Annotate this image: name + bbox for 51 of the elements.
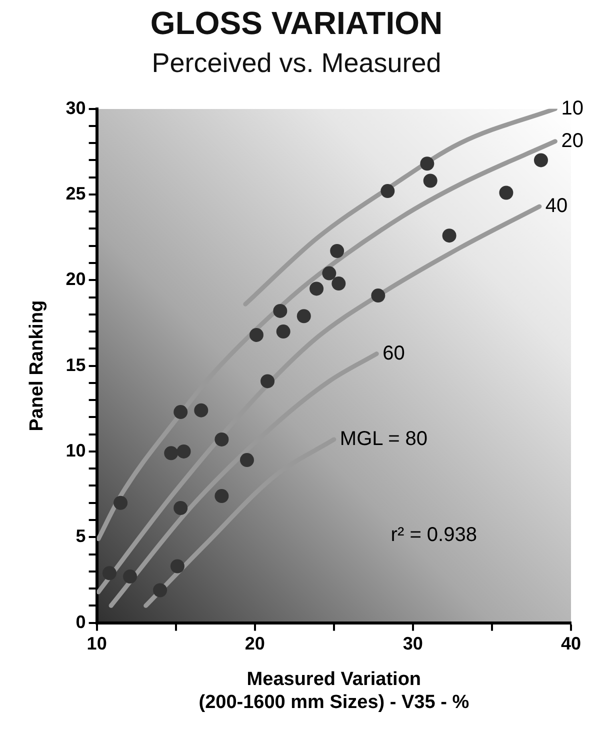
y-tick-label: 25 bbox=[66, 183, 86, 204]
point bbox=[170, 559, 184, 574]
x-tick-label: 30 bbox=[402, 634, 423, 654]
point bbox=[332, 276, 346, 291]
series-label: 40 bbox=[545, 194, 568, 217]
x-tick-label: 20 bbox=[244, 634, 265, 654]
y-tick-label: 20 bbox=[66, 269, 86, 290]
point bbox=[423, 174, 438, 188]
y-tick-label: 0 bbox=[76, 612, 86, 632]
line-series bbox=[144, 437, 336, 608]
point bbox=[176, 444, 191, 458]
point bbox=[322, 266, 336, 280]
series-label: 60 bbox=[382, 342, 405, 364]
point bbox=[330, 244, 344, 258]
point bbox=[273, 304, 288, 318]
point bbox=[240, 453, 254, 468]
chart-subtitle: Perceived vs. Measured bbox=[152, 48, 442, 78]
point bbox=[164, 446, 178, 460]
series-label: 20 bbox=[561, 130, 584, 152]
y-tick-label: 15 bbox=[66, 354, 86, 375]
point bbox=[102, 566, 116, 580]
series-label: 10 bbox=[561, 97, 584, 120]
point bbox=[174, 501, 188, 516]
point bbox=[214, 489, 229, 504]
point bbox=[296, 309, 311, 324]
point bbox=[153, 583, 168, 598]
chart-title: GLOSS VARIATION bbox=[150, 5, 443, 42]
point bbox=[534, 153, 548, 168]
y-axis-title: Panel Ranking bbox=[26, 300, 48, 432]
y-tick-label: 30 bbox=[66, 98, 86, 118]
point bbox=[380, 184, 395, 198]
annotation: r² = 0.938 bbox=[390, 524, 477, 546]
line-series bbox=[96, 204, 542, 594]
point bbox=[310, 282, 324, 296]
point bbox=[442, 228, 456, 243]
point bbox=[499, 186, 514, 200]
point bbox=[194, 403, 208, 418]
x-tick-label: 40 bbox=[560, 634, 582, 654]
y-tick-label: 10 bbox=[66, 440, 86, 460]
point bbox=[174, 405, 188, 420]
point bbox=[420, 156, 434, 171]
point bbox=[371, 288, 386, 303]
x-axis-title: Measured Variation (200-1600 mm Sizes) - V35 - % bbox=[198, 669, 470, 713]
point bbox=[123, 570, 138, 584]
y-tick-label: 5 bbox=[76, 526, 86, 546]
point bbox=[249, 328, 264, 342]
series-label: MGL = 80 bbox=[340, 428, 428, 450]
point bbox=[276, 324, 290, 339]
point bbox=[214, 432, 229, 446]
point bbox=[260, 374, 275, 388]
point bbox=[114, 496, 128, 510]
